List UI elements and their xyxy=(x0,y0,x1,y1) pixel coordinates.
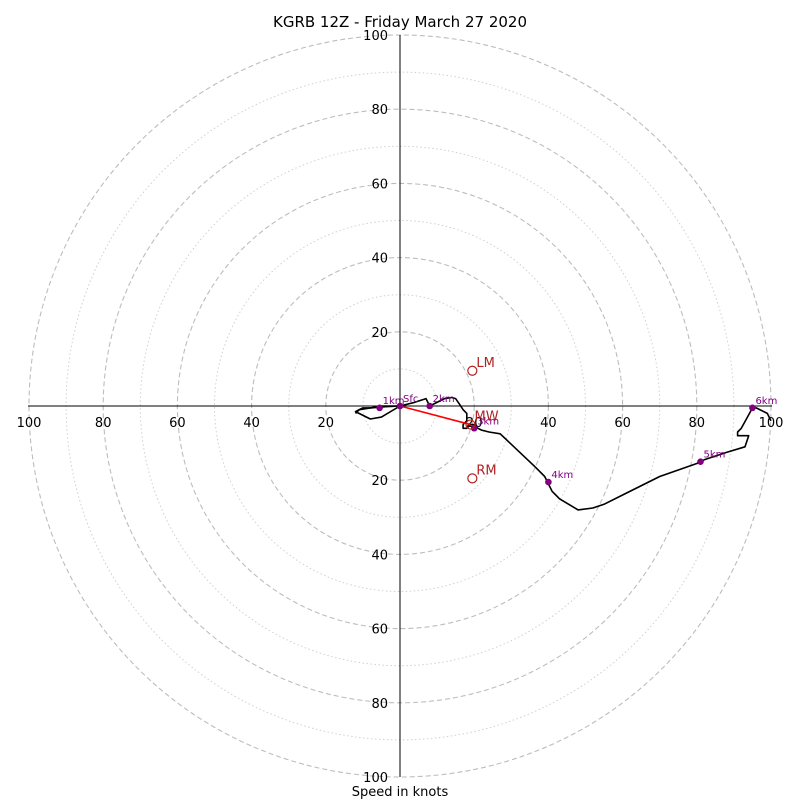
height-label-6km: 6km xyxy=(755,396,777,407)
height-point-3km xyxy=(470,424,478,432)
storm-motion-point-rm xyxy=(467,473,478,484)
x-tick-label: 100 xyxy=(17,416,42,431)
height-point-6km xyxy=(749,404,756,412)
x-tick-label: 20 xyxy=(318,416,335,431)
height-label-3km: 3km xyxy=(477,416,499,427)
height-label-sfc: Sfc xyxy=(403,394,418,405)
x-tick-label: 80 xyxy=(689,416,706,431)
y-tick-label: 60 xyxy=(371,177,388,192)
height-point-1km xyxy=(376,404,383,412)
y-tick-label: 20 xyxy=(371,474,388,489)
height-label-4km: 4km xyxy=(551,470,573,481)
x-tick-label: 40 xyxy=(243,416,260,431)
x-tick-label: 100 xyxy=(759,416,784,431)
storm-motion-point-lm xyxy=(467,365,478,376)
y-tick-label: 40 xyxy=(371,548,388,563)
storm-motion-label-mw: MW xyxy=(474,410,498,425)
x-tick-label: 60 xyxy=(614,416,631,431)
x-tick-label: 80 xyxy=(95,416,112,431)
storm-motions: LM RM MW xyxy=(465,356,499,484)
storm-motion-label-lm: LM xyxy=(476,356,494,371)
height-point-5km xyxy=(697,458,704,465)
y-tick-label: 40 xyxy=(371,252,388,267)
height-label-5km: 5km xyxy=(704,450,726,461)
storm-motion-label-rm: RM xyxy=(476,463,496,478)
hodograph-trace-low xyxy=(354,405,401,420)
height-label-1km: 1km xyxy=(383,396,405,407)
height-point-sfc xyxy=(396,402,404,410)
chart-title: KGRB 12Z - Friday March 27 2020 xyxy=(273,13,527,31)
y-tick-label: 80 xyxy=(371,103,388,118)
y-tick-label: 100 xyxy=(363,29,388,44)
height-label-2km: 2km xyxy=(433,394,455,405)
x-tick-label: 60 xyxy=(169,416,186,431)
storm-motion-point-mw xyxy=(465,419,476,430)
y-tick-label: 20 xyxy=(371,326,388,341)
tick-labels: 100 80 60 40 20 20 40 60 80 100100806040202040608… xyxy=(17,29,784,786)
y-tick-label: 100 xyxy=(363,771,388,786)
y-tick-label: 80 xyxy=(371,697,388,712)
height-point-2km xyxy=(426,402,433,410)
shear-vector xyxy=(399,405,471,426)
x-axis-label: Speed in knots xyxy=(352,785,449,800)
y-tick-label: 60 xyxy=(371,623,388,638)
x-tick-label: 40 xyxy=(540,416,557,431)
height-point-4km xyxy=(545,478,552,486)
